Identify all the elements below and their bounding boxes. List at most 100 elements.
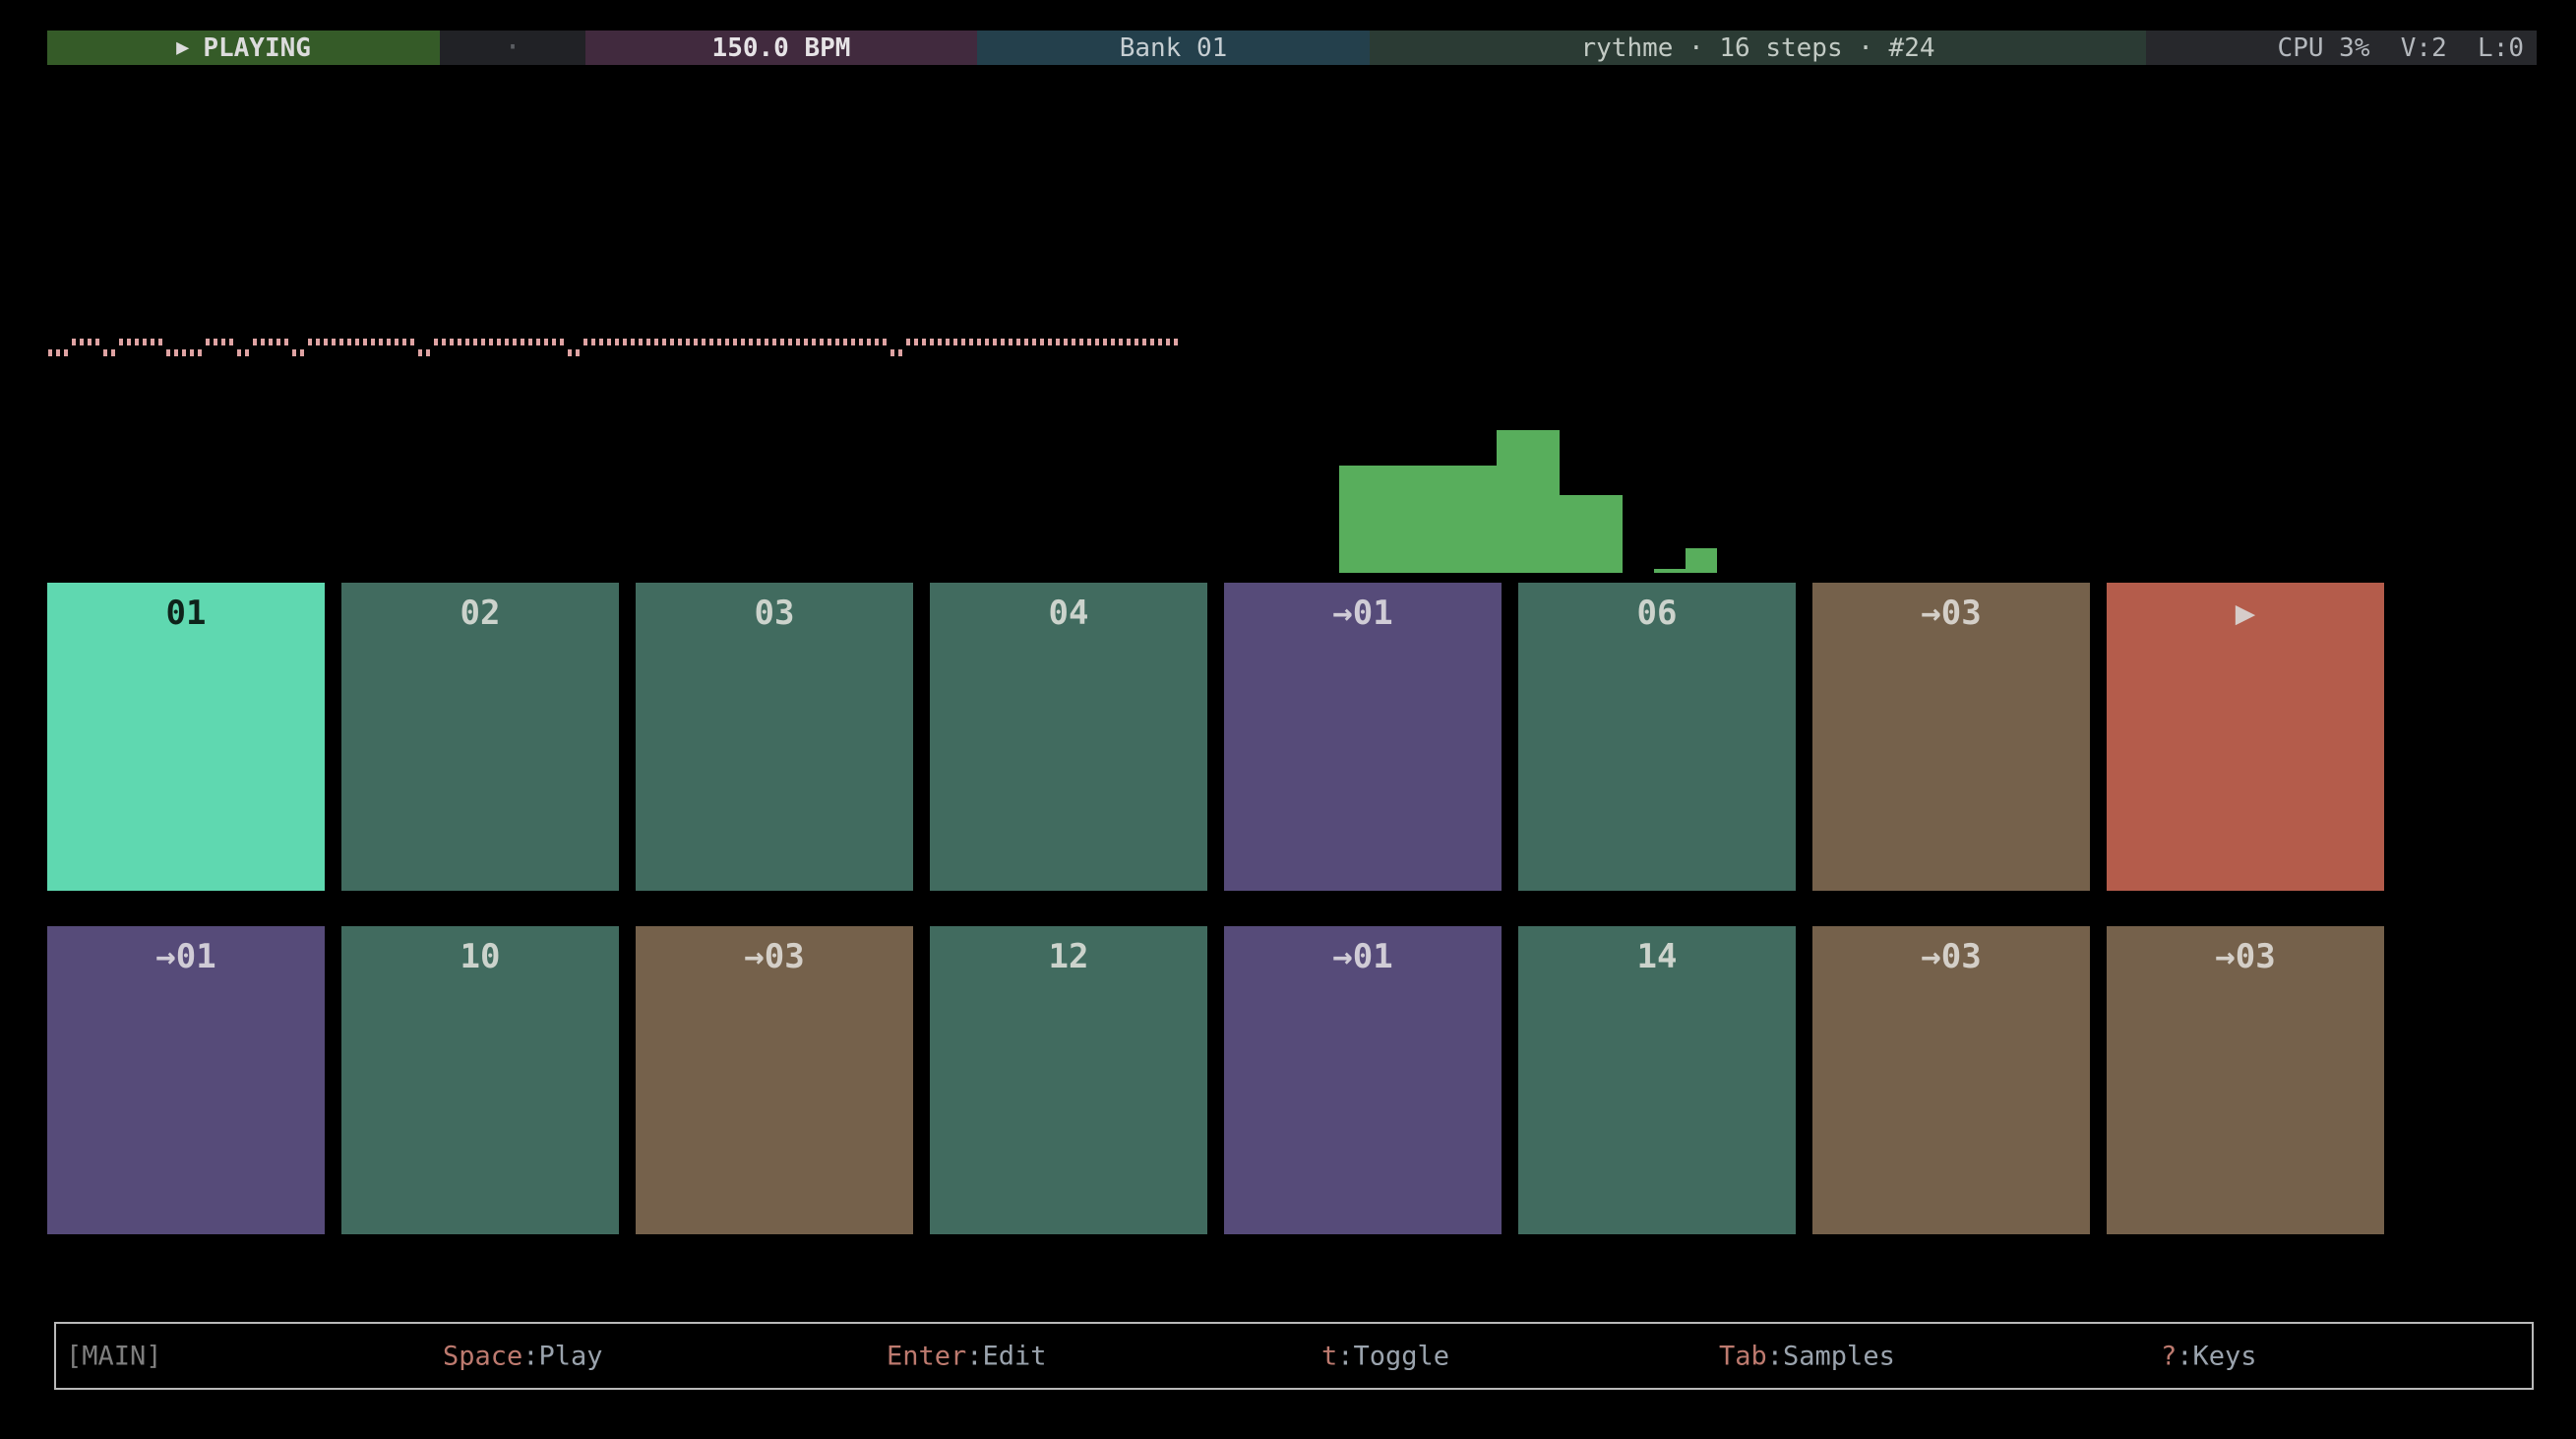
waveform-dot xyxy=(355,339,359,345)
waveform-dot xyxy=(229,339,233,345)
waveform-dot xyxy=(190,349,194,356)
waveform-dot xyxy=(324,339,328,345)
pad-r2-c1[interactable]: →01 xyxy=(47,926,325,1234)
waveform-dot xyxy=(969,339,973,345)
waveform-dot xyxy=(725,339,729,345)
pad-r2-c2[interactable]: 10 xyxy=(341,926,619,1234)
waveform-dot xyxy=(552,339,556,345)
key-hint-space: Space:Play xyxy=(443,1341,603,1371)
bank-display: Bank 01 xyxy=(977,31,1370,65)
waveform-dot xyxy=(465,339,469,345)
waveform-dot xyxy=(127,339,131,345)
pad-r2-c6[interactable]: 14 xyxy=(1518,926,1796,1234)
waveform-dot xyxy=(694,339,698,345)
waveform-dot xyxy=(678,339,682,345)
waveform-dot xyxy=(568,349,572,356)
waveform-dot xyxy=(1009,339,1012,345)
meter-bar xyxy=(1339,466,1371,573)
waveform-dot xyxy=(709,339,713,345)
meter-bar xyxy=(1591,495,1623,573)
pad-r2-c3[interactable]: →03 xyxy=(636,926,913,1234)
pad-r2-c4[interactable]: 12 xyxy=(930,926,1207,1234)
pad-r2-c8[interactable]: →03 xyxy=(2107,926,2384,1234)
waveform-dot xyxy=(284,339,288,345)
pad-row-2: →01 10 →03 12 →01 14 →03 →03 xyxy=(47,926,2384,1234)
pad-r1-c2[interactable]: 02 xyxy=(341,583,619,891)
mode-indicator: [MAIN] xyxy=(66,1341,162,1371)
transport-status: ▶ PLAYING xyxy=(47,31,440,65)
pad-label: →03 xyxy=(1921,594,1982,633)
pad-label: →03 xyxy=(2215,937,2276,976)
waveform-dot xyxy=(717,339,721,345)
meter-bar xyxy=(1654,569,1686,573)
pad-label: 12 xyxy=(1048,937,1089,976)
waveform-dot xyxy=(387,339,391,345)
waveform-dot xyxy=(914,339,918,345)
waveform-dot xyxy=(1024,339,1028,345)
pad-label: →01 xyxy=(1332,937,1393,976)
pad-r1-c7[interactable]: →03 xyxy=(1812,583,2090,891)
pad-r1-c4[interactable]: 04 xyxy=(930,583,1207,891)
waveform-dot xyxy=(646,339,650,345)
pad-r1-c3[interactable]: 03 xyxy=(636,583,913,891)
waveform-dot xyxy=(946,339,950,345)
waveform-dot xyxy=(481,339,485,345)
pad-r1-c5[interactable]: →01 xyxy=(1224,583,1502,891)
pad-row-1: 01 02 03 04 →01 06 →03 ▶ xyxy=(47,583,2384,891)
meter-bar xyxy=(1560,495,1591,573)
key-hint-q: ?:Keys xyxy=(2161,1341,2257,1371)
bpm-display: 150.0 BPM xyxy=(585,31,977,65)
waveform-dot xyxy=(654,339,658,345)
waveform-dot xyxy=(182,349,186,356)
system-stats: CPU 3% V:2 L:0 xyxy=(2146,31,2537,65)
waveform-dot xyxy=(576,349,580,356)
waveform-dot xyxy=(1032,339,1036,345)
waveform-dot xyxy=(591,339,595,345)
waveform-dot xyxy=(347,339,351,345)
pad-r1-c6[interactable]: 06 xyxy=(1518,583,1796,891)
waveform-dot xyxy=(757,339,761,345)
waveform-dot xyxy=(930,339,934,345)
meter-bar xyxy=(1497,430,1528,573)
waveform-dot xyxy=(332,339,336,345)
pad-r1-c1[interactable]: 01 xyxy=(47,583,325,891)
waveform-dot xyxy=(292,349,296,356)
waveform-dot xyxy=(56,349,60,356)
waveform-dot xyxy=(583,339,587,345)
meter-bar xyxy=(1465,466,1497,573)
waveform-dot xyxy=(536,339,540,345)
waveform-dot xyxy=(977,339,981,345)
transport-label: PLAYING xyxy=(203,32,311,63)
waveform-dot xyxy=(662,339,666,345)
waveform-dot xyxy=(765,339,768,345)
waveform-dot xyxy=(269,339,273,345)
waveform-dot xyxy=(1016,339,1020,345)
waveform-dot xyxy=(64,349,68,356)
pad-r2-c7[interactable]: →03 xyxy=(1812,926,2090,1234)
waveform-dot xyxy=(670,339,674,345)
waveform-dot xyxy=(88,339,92,345)
pad-label: ▶ xyxy=(2235,594,2256,633)
waveform-dot xyxy=(513,339,517,345)
waveform-dot xyxy=(221,339,225,345)
waveform-dot xyxy=(993,339,997,345)
pad-label: 10 xyxy=(460,937,501,976)
beat-tick-segment: · xyxy=(440,31,585,65)
waveform-dot xyxy=(119,339,123,345)
waveform-dot xyxy=(922,339,926,345)
waveform-dot xyxy=(875,339,879,345)
waveform-dot xyxy=(615,339,619,345)
waveform-dot xyxy=(898,349,902,356)
waveform-dot xyxy=(906,339,910,345)
key-hint-tab: Tab:Samples xyxy=(1719,1341,1895,1371)
meter-bar xyxy=(1402,466,1434,573)
pad-r2-c5[interactable]: →01 xyxy=(1224,926,1502,1234)
waveform-dot xyxy=(206,339,210,345)
waveform-dot xyxy=(300,349,304,356)
hint-key: ? xyxy=(2161,1341,2177,1371)
waveform-dot xyxy=(95,339,99,345)
waveform-dot xyxy=(111,349,115,356)
waveform-dot xyxy=(1111,339,1115,345)
waveform-dot xyxy=(867,339,871,345)
pad-r1-c8[interactable]: ▶ xyxy=(2107,583,2384,891)
